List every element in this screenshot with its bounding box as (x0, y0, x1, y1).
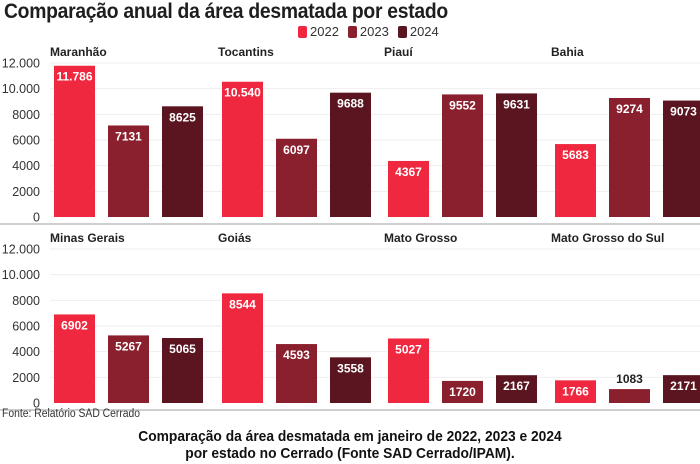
bar-goias-2024 (330, 357, 371, 403)
bar-label-bahia-2023: 9274 (616, 102, 643, 116)
bar-goias-2023 (276, 344, 317, 403)
legend-swatch-2022 (298, 25, 307, 38)
y-tick-label: 6000 (12, 134, 40, 148)
bar-label-minas-gerais-2024: 5065 (169, 342, 196, 356)
legend-item-2022: 2022 (298, 24, 339, 39)
y-tick-label: 8000 (12, 294, 40, 308)
bar-label-bahia-2024: 9073 (670, 105, 697, 119)
bar-mato-grosso-2024 (496, 375, 537, 403)
bar-bahia-2023 (609, 97, 650, 217)
bar-piaui-2022 (388, 160, 429, 217)
legend-label-2024: 2024 (409, 24, 439, 39)
bar-mato-grosso-do-sul-2022 (555, 380, 596, 403)
bar-label-mato-grosso-do-sul-2024: 2171 (670, 379, 697, 393)
bar-mato-grosso-2022 (388, 338, 429, 403)
y-tick-label: 12.000 (2, 243, 40, 257)
panel-title-mato-grosso-do-sul: Mato Grosso do Sul (551, 231, 664, 245)
legend-swatch-2023 (347, 25, 357, 38)
caption-line-2: por estado no Cerrado (Fonte SAD Cerrado… (185, 445, 515, 462)
panel-title-goias: Goiás (218, 231, 252, 245)
panel-title-piaui: Piauí (384, 45, 413, 59)
y-tick-label: 2000 (12, 185, 40, 199)
chart-title: Comparação anual da área desmatada por e… (4, 0, 448, 23)
y-tick-label: 4000 (12, 345, 40, 359)
bar-label-bahia-2022: 5683 (562, 148, 589, 162)
panel-title-minas-gerais: Minas Gerais (50, 231, 125, 245)
bar-mato-grosso-do-sul-2023 (609, 389, 650, 403)
bar-label-maranhao-2024: 8625 (169, 110, 196, 124)
bar-label-tocantins-2023: 6097 (283, 143, 310, 157)
legend-swatch-2024 (397, 25, 407, 38)
bar-minas-gerais-2022 (54, 314, 95, 403)
bar-tocantins-2022 (222, 81, 263, 217)
bar-maranhao-2022 (54, 65, 95, 217)
bar-label-goias-2023: 4593 (283, 348, 310, 362)
bar-bahia-2024 (663, 100, 700, 217)
bar-maranhao-2024 (162, 106, 203, 217)
y-tick-label: 10.000 (2, 268, 40, 282)
y-tick-label: 2000 (12, 371, 40, 385)
bar-label-mato-grosso-2022: 5027 (395, 342, 422, 356)
bar-maranhao-2023 (108, 125, 149, 217)
panel-title-tocantins: Tocantins (218, 45, 274, 59)
bar-label-minas-gerais-2023: 5267 (115, 339, 142, 353)
y-tick-label: 12.000 (2, 57, 40, 71)
y-tick-label: 6000 (12, 320, 40, 334)
bar-label-tocantins-2022: 10.540 (224, 86, 261, 100)
bar-piaui-2023 (442, 94, 483, 217)
bar-label-piaui-2024: 9631 (503, 97, 530, 111)
bar-label-piaui-2022: 4367 (395, 165, 422, 179)
bar-piaui-2024 (496, 93, 537, 217)
bar-minas-gerais-2023 (108, 335, 149, 403)
legend-item-2024: 2024 (397, 24, 439, 39)
bar-minas-gerais-2024 (162, 337, 203, 403)
y-tick-label: 0 (33, 397, 40, 411)
bar-label-goias-2024: 3558 (337, 361, 364, 375)
bar-bahia-2022 (555, 144, 596, 217)
bar-label-mato-grosso-do-sul-2023: 1083 (616, 372, 643, 386)
bar-label-mato-grosso-do-sul-2022: 1766 (562, 384, 589, 398)
panel-title-mato-grosso: Mato Grosso (384, 231, 457, 245)
legend-item-2023: 2023 (347, 24, 389, 39)
bar-label-minas-gerais-2022: 6902 (61, 318, 88, 332)
bar-label-piaui-2023: 9552 (449, 98, 476, 112)
caption-line-1: Comparação da área desmatada em janeiro … (138, 428, 562, 445)
y-tick-label: 4000 (12, 159, 40, 173)
source-note: Fonte: Relatório SAD Cerrado (2, 408, 141, 420)
bar-mato-grosso-do-sul-2024 (663, 375, 700, 403)
bar-label-mato-grosso-2024: 2167 (503, 379, 530, 393)
bar-label-maranhao-2023: 7131 (115, 129, 142, 143)
y-tick-label: 10.000 (2, 82, 40, 96)
bar-goias-2022 (222, 293, 263, 403)
bar-label-goias-2022: 8544 (229, 297, 256, 311)
bar-mato-grosso-2023 (442, 380, 483, 403)
bar-label-mato-grosso-2023: 1720 (449, 385, 476, 399)
legend-label-2022: 2022 (310, 24, 339, 39)
figure-caption: Comparação da área desmatada em janeiro … (28, 428, 672, 462)
y-tick-label: 8000 (12, 108, 40, 122)
bar-label-tocantins-2024: 9688 (337, 97, 364, 111)
y-tick-label: 0 (33, 211, 40, 225)
panel-title-maranhao: Maranhão (50, 45, 107, 59)
panel-title-bahia: Bahia (551, 45, 584, 59)
bar-tocantins-2024 (330, 92, 371, 217)
bar-label-maranhao-2022: 11.786 (56, 70, 92, 84)
legend-label-2023: 2023 (359, 24, 389, 39)
bar-tocantins-2023 (276, 138, 317, 217)
legend: 2022 2023 2024 (298, 24, 439, 39)
